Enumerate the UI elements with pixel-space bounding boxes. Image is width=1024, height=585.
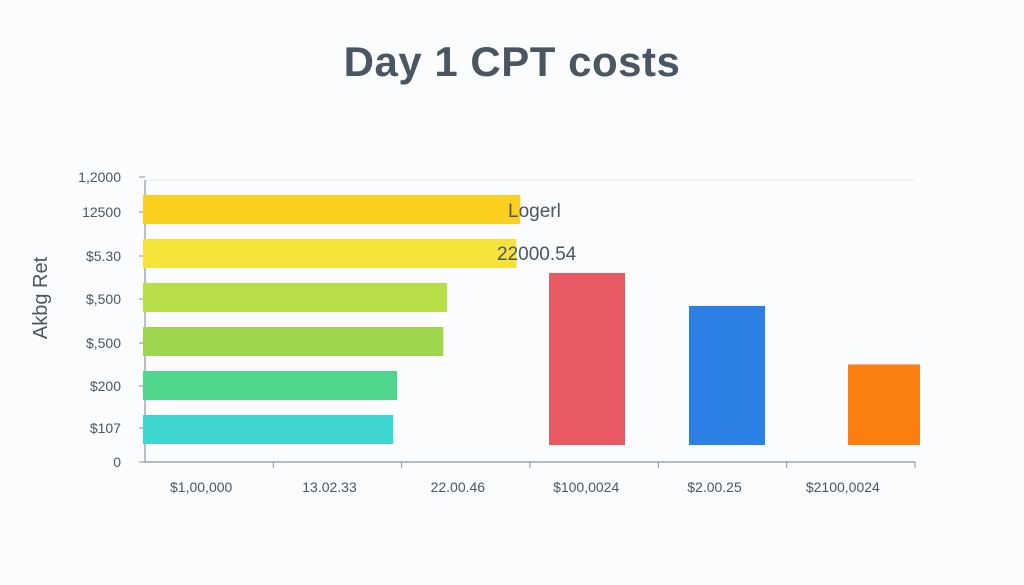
x-tick-label: $1,00,000 bbox=[170, 479, 232, 495]
y-tick-label: $,500 bbox=[86, 291, 121, 307]
legend-entry: Logerl bbox=[508, 201, 561, 222]
y-tick-label: 0 bbox=[113, 454, 121, 470]
y-tick-label: $5.30 bbox=[86, 248, 121, 264]
legend-entry: 22000.54 bbox=[497, 244, 577, 265]
horizontal-bar bbox=[143, 195, 521, 224]
x-tick-label: $2.00.25 bbox=[687, 479, 742, 495]
vertical-bar bbox=[689, 305, 765, 445]
chart-title: Day 1 CPT costs bbox=[343, 38, 681, 85]
y-tick-label: $,500 bbox=[86, 335, 121, 351]
horizontal-bar bbox=[143, 415, 394, 444]
horizontal-bar bbox=[143, 371, 398, 400]
y-axis-label: Akbg Ret bbox=[30, 256, 52, 339]
x-tick-label: 22.00.46 bbox=[431, 479, 486, 495]
y-tick-label: $200 bbox=[90, 378, 121, 394]
vertical-bar bbox=[549, 272, 625, 445]
y-tick-label: 12500 bbox=[82, 204, 121, 220]
x-tick-label: $100,0024 bbox=[553, 479, 619, 495]
horizontal-bar bbox=[143, 283, 448, 312]
x-tick-label: $2100,0024 bbox=[806, 479, 880, 495]
horizontal-bar bbox=[143, 327, 444, 356]
x-tick-label: 13.02.33 bbox=[302, 479, 357, 495]
horizontal-bar bbox=[143, 239, 517, 268]
y-tick-label: 1,2000 bbox=[78, 169, 121, 185]
vertical-bar bbox=[848, 364, 920, 445]
y-tick-label: $107 bbox=[90, 420, 121, 436]
